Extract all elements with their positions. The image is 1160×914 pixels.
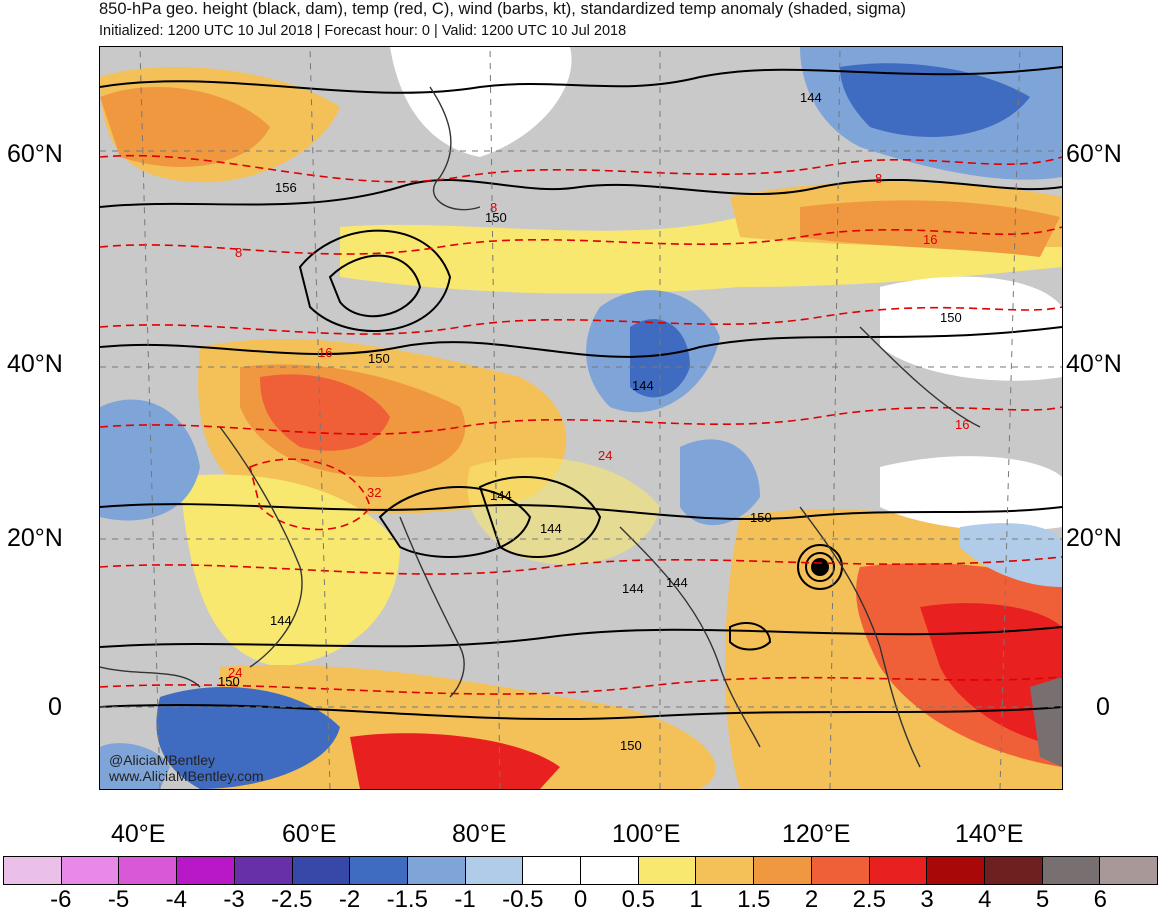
- colorbar-swatch: [61, 857, 120, 884]
- colorbar-tick-label: 6: [1093, 886, 1107, 913]
- lat-label-left: 60°N: [7, 140, 63, 168]
- colorbar-swatch: [984, 857, 1043, 884]
- colorbar-tick-label: -4: [165, 886, 187, 913]
- height-label: 150: [368, 351, 390, 366]
- colorbar-swatch: [1100, 857, 1158, 884]
- colorbar-tick-label: 0: [573, 886, 588, 913]
- colorbar-tick-label: -3: [223, 886, 245, 913]
- graticule: [100, 47, 1062, 789]
- colorbar-swatch: [407, 857, 466, 884]
- height-label: 144: [622, 581, 644, 596]
- colorbar-tick-label: -0.5: [502, 886, 544, 913]
- lat-label-right: 20°N: [1066, 524, 1122, 552]
- colorbar-swatch: [350, 857, 408, 884]
- height-label: 144: [270, 613, 292, 628]
- credit-handle: @AliciaMBentley: [109, 752, 216, 768]
- map-title: 850-hPa geo. height (black, dam), temp (…: [99, 0, 907, 18]
- lon-label: 60°E: [282, 820, 337, 848]
- colorbar-swatch: [1042, 857, 1101, 884]
- temp-label: 32: [367, 485, 381, 500]
- temp-label: 24: [598, 448, 612, 463]
- lon-label: 120°E: [782, 820, 851, 848]
- colorbar-swatch: [869, 857, 928, 884]
- height-label: 144: [632, 378, 654, 393]
- lon-label: 80°E: [452, 820, 507, 848]
- colorbar-tick-label: -6: [50, 886, 72, 913]
- colorbar-tick-label: 1.5: [737, 886, 771, 913]
- anomaly-shading: [100, 47, 1062, 789]
- colorbar-tick-label: -2.5: [271, 886, 313, 913]
- colorbar-swatch: [927, 857, 985, 884]
- colorbar-tick-label: 2: [804, 886, 819, 913]
- height-label: 150: [620, 738, 642, 753]
- colorbar-swatch: [234, 857, 293, 884]
- credit-website: www.AliciaMBentley.com: [109, 768, 264, 784]
- height-label: 150: [750, 510, 772, 525]
- height-label: 150: [940, 310, 962, 325]
- colorbar-swatch: [638, 857, 697, 884]
- temp-label: 16: [318, 345, 332, 360]
- colorbar-tick-label: 3: [920, 886, 934, 913]
- lat-label-left: 20°N: [7, 524, 63, 552]
- colorbar-swatch: [523, 857, 582, 884]
- colorbar-swatch: [754, 857, 812, 884]
- lat-label-right: 0: [1096, 693, 1110, 721]
- coastlines: [100, 86, 981, 768]
- lon-label: 100°E: [612, 820, 681, 848]
- lat-label-left: 40°N: [7, 350, 63, 378]
- lon-label: 140°E: [955, 820, 1024, 848]
- anomaly-colorbar: [3, 856, 1158, 885]
- temp-label: 8: [235, 245, 242, 260]
- colorbar-swatch: [292, 857, 351, 884]
- colorbar-tick-label: 1: [689, 886, 703, 913]
- lon-label: 40°E: [111, 820, 166, 848]
- lat-label-left: 0: [48, 693, 62, 721]
- colorbar-tick-label: -5: [107, 886, 130, 913]
- colorbar-swatch: [811, 857, 870, 884]
- map-canvas: 156 150 150 144 144 144 150 144 144 144 …: [100, 47, 1062, 789]
- lat-label-right: 60°N: [1066, 140, 1122, 168]
- map-subtitle: Initialized: 1200 UTC 10 Jul 2018 | Fore…: [99, 23, 627, 39]
- temp-label: 8: [490, 200, 497, 215]
- lat-label-right: 40°N: [1066, 350, 1122, 378]
- height-contours: [100, 66, 1062, 721]
- colorbar-swatch: [4, 857, 62, 884]
- colorbar-swatch: [465, 857, 524, 884]
- height-label: 150: [485, 210, 507, 225]
- temp-label: 16: [955, 417, 969, 432]
- colorbar-tick-label: -1: [454, 886, 476, 913]
- colorbar-tick-label: 5: [1035, 886, 1050, 913]
- height-label: 144: [490, 488, 512, 503]
- colorbar-swatch: [177, 857, 235, 884]
- height-label: 156: [275, 180, 297, 195]
- height-label: 144: [540, 521, 562, 536]
- map-plot-area: 156 150 150 144 144 144 150 144 144 144 …: [99, 46, 1063, 790]
- height-label: 150: [218, 674, 240, 689]
- colorbar-tick-label: 0.5: [621, 886, 655, 913]
- temp-label: 24: [228, 665, 242, 680]
- colorbar-tick-label: -1.5: [386, 886, 428, 913]
- colorbar-tick-label: 2.5: [852, 886, 886, 913]
- temp-label: 8: [875, 171, 882, 186]
- colorbar-swatch: [581, 857, 639, 884]
- colorbar-tick-label: -2: [338, 886, 361, 913]
- colorbar-swatch: [696, 857, 755, 884]
- colorbar-swatch: [119, 857, 178, 884]
- height-label: 144: [666, 575, 688, 590]
- colorbar-tick-label: 4: [978, 886, 992, 913]
- height-label: 144: [800, 90, 822, 105]
- temp-label: 16: [923, 232, 937, 247]
